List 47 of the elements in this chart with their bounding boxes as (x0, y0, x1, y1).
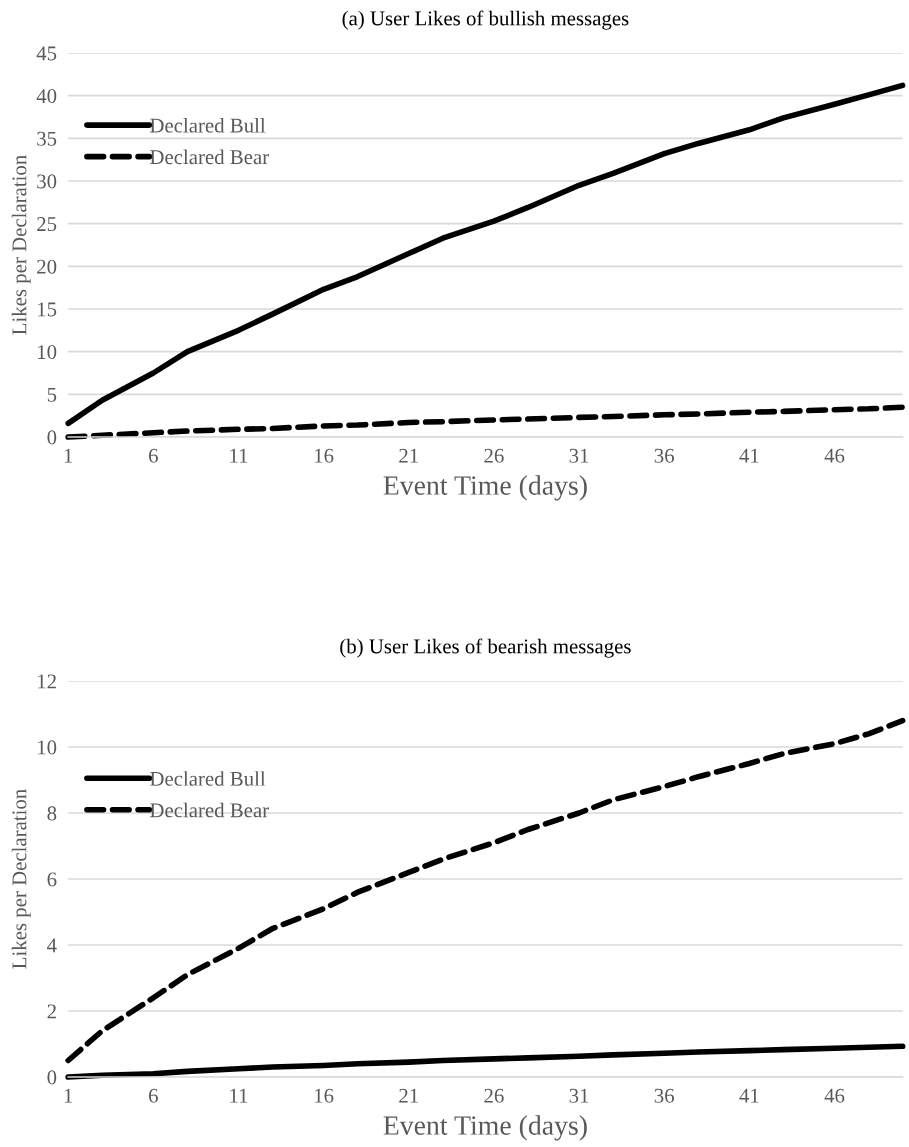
x-tick-label: 46 (824, 1088, 845, 1103)
y-tick-label: 35 (37, 131, 57, 146)
x-tick-label: 16 (315, 1088, 334, 1103)
y-tick-label: 8 (47, 806, 57, 821)
x-tick-label: 21 (399, 1088, 418, 1103)
y-tick-label: 15 (38, 302, 57, 317)
y-tick-label: 2 (47, 1004, 56, 1019)
y-tick-label: 30 (37, 174, 57, 189)
y-tick-label: 5 (47, 387, 57, 402)
y-tick-label: 10 (38, 740, 57, 755)
x-tick-label: 1 (64, 448, 73, 463)
chart-title: (b) User Likes of bearish messages (340, 638, 631, 658)
x-tick-label: 6 (149, 1088, 158, 1103)
x-tick-label: 31 (569, 1088, 589, 1103)
x-tick-label: 46 (824, 448, 845, 463)
y-tick-label: 4 (47, 938, 57, 953)
x-tick-label: 16 (315, 448, 334, 463)
y-axis-title: Likes per Declaration (11, 155, 31, 335)
x-tick-label: 11 (230, 448, 248, 463)
y-axis-title: Likes per Declaration (11, 789, 31, 969)
y-tick-label: 25 (37, 217, 57, 232)
x-axis-title: Event Time (days) (383, 475, 587, 501)
legend-label: Declared Bear (150, 802, 269, 818)
y-tick-label: 0 (47, 430, 57, 445)
legend-label: Declared Bear (150, 149, 269, 165)
x-tick-label: 26 (484, 448, 504, 463)
x-tick-label: 36 (654, 1088, 675, 1103)
x-tick-label: 41 (739, 448, 759, 463)
y-tick-label: 12 (38, 674, 56, 689)
legend-label: Declared Bull (150, 771, 266, 786)
x-axis-title: Event Time (days) (383, 1115, 587, 1141)
legend-label: Declared Bull (150, 117, 266, 133)
chart-title: (a) User Likes of bullish messages (342, 10, 629, 30)
y-tick-label: 10 (38, 345, 57, 360)
y-tick-label: 45 (36, 46, 57, 61)
x-tick-label: 41 (739, 1088, 759, 1103)
y-tick-label: 20 (37, 259, 57, 274)
x-tick-label: 36 (654, 448, 675, 463)
x-tick-label: 11 (230, 1088, 248, 1103)
x-tick-label: 26 (484, 1088, 504, 1103)
x-tick-label: 21 (399, 448, 418, 463)
x-tick-label: 1 (64, 1088, 73, 1103)
y-tick-label: 40 (36, 89, 57, 104)
y-tick-label: 0 (47, 1070, 57, 1085)
y-tick-label: 6 (47, 872, 57, 887)
x-tick-label: 6 (149, 448, 158, 463)
x-tick-label: 31 (569, 448, 589, 463)
